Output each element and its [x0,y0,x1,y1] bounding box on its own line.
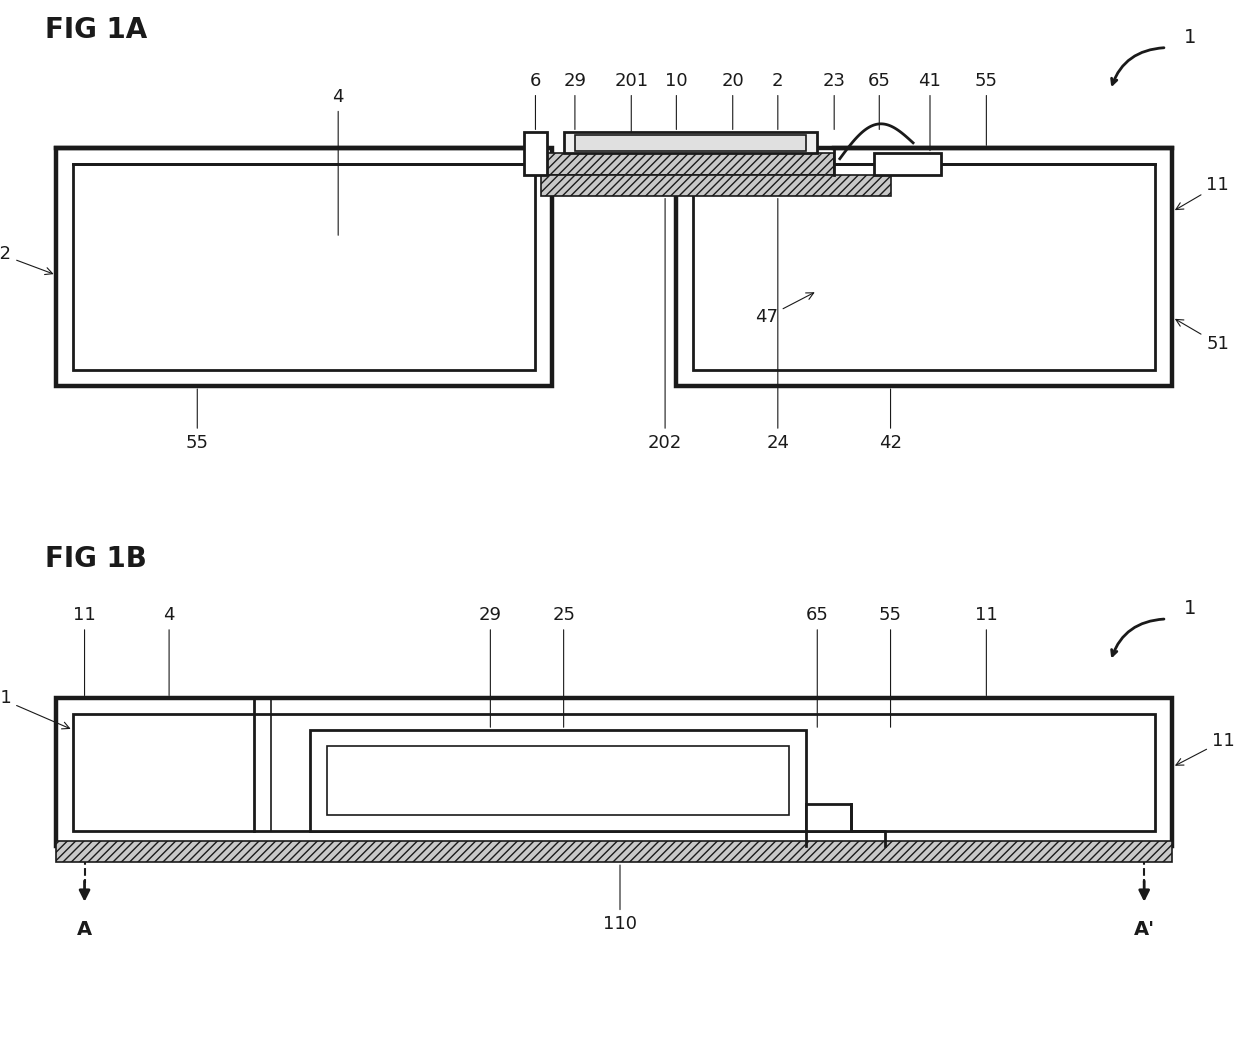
Bar [564,132,817,153]
Text: 25: 25 [552,606,575,727]
Text: A: A [77,920,92,940]
Bar [56,841,1172,862]
Text: A': A' [1133,920,1154,940]
Text: 1: 1 [1184,28,1197,47]
Text: 23: 23 [822,72,846,129]
Bar [806,804,851,831]
Text: 24: 24 [766,199,790,452]
Bar [73,164,536,370]
Text: 202: 202 [649,199,682,452]
Text: 10: 10 [665,72,688,129]
Text: 52: 52 [0,244,52,274]
Text: FIG 1B: FIG 1B [45,545,148,572]
Text: 6: 6 [529,72,541,129]
Text: 55: 55 [186,389,208,452]
Text: 42: 42 [879,389,901,452]
Bar [525,132,547,175]
Bar [575,134,806,150]
Bar [676,148,1172,386]
Text: 4: 4 [164,606,175,695]
Bar [56,148,552,386]
Text: 11: 11 [1176,731,1235,765]
Bar [327,746,789,815]
Text: 29: 29 [563,72,587,129]
Bar [73,714,1156,831]
Text: 1: 1 [1184,599,1197,618]
Text: 41: 41 [919,72,941,150]
Text: 11: 11 [73,606,95,695]
Text: 51: 51 [1176,320,1229,353]
Bar [874,153,941,175]
Bar [56,698,1172,846]
Bar [310,730,806,831]
Text: 65: 65 [806,606,828,727]
Text: 110: 110 [603,865,637,933]
Text: 2: 2 [773,72,784,129]
Text: 65: 65 [868,72,890,129]
Text: 29: 29 [479,606,502,727]
Bar [693,164,1156,370]
Text: FIG 1A: FIG 1A [45,16,148,43]
Text: 11: 11 [975,606,998,695]
Text: 47: 47 [755,293,813,327]
Text: 55: 55 [975,72,998,145]
Bar [541,175,890,196]
Text: 4: 4 [332,88,343,235]
Text: 11: 11 [0,689,69,729]
Text: 201: 201 [614,72,649,150]
Bar [541,153,835,175]
Text: 11: 11 [1176,176,1229,209]
Text: 20: 20 [722,72,744,129]
Text: 55: 55 [879,606,901,727]
